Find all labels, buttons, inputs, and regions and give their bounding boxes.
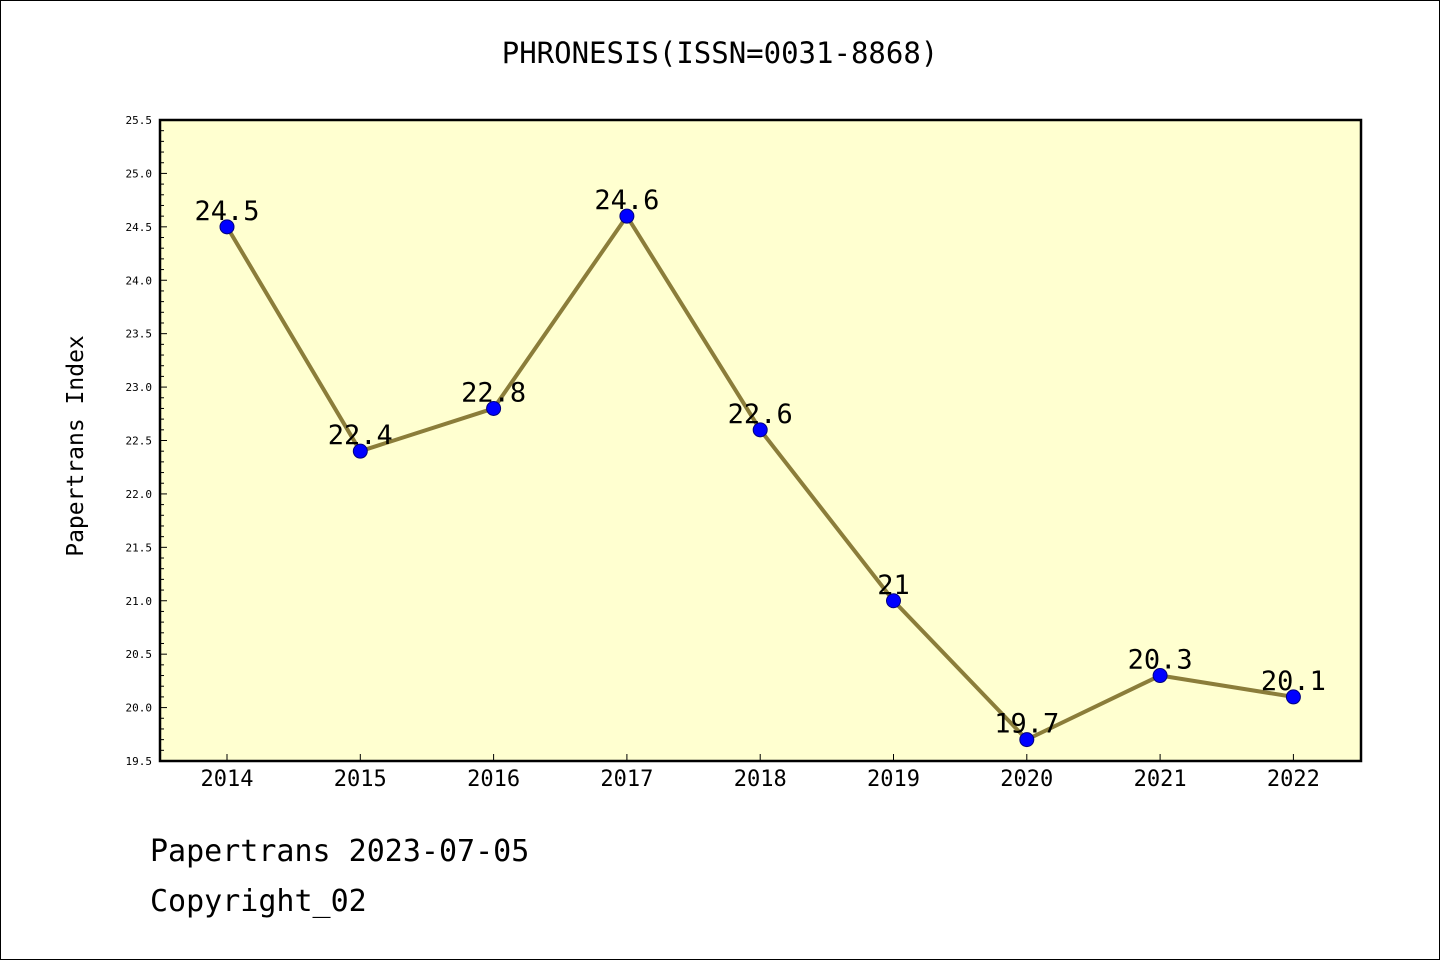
data-label: 20.1 [1261, 666, 1326, 697]
plot-area [160, 120, 1361, 761]
x-tick-label: 2020 [1000, 767, 1053, 792]
data-point [486, 400, 502, 416]
y-tick-label: 22.5 [126, 435, 153, 448]
y-tick-label: 23.5 [126, 328, 153, 341]
y-tick-label: 20.0 [126, 702, 153, 715]
y-tick-label: 19.5 [126, 755, 153, 768]
footer-date: Papertrans 2023-07-05 [150, 834, 530, 869]
y-tick-label: 25.5 [126, 114, 153, 127]
y-tick-label: 22.0 [126, 488, 153, 501]
y-tick-label: 21.5 [126, 541, 153, 554]
data-label: 19.7 [994, 709, 1059, 740]
data-label: 22.6 [728, 399, 793, 430]
y-tick-label: 25.0 [126, 167, 153, 180]
y-tick-label: 24.5 [126, 221, 153, 234]
data-point [752, 422, 768, 438]
data-point [219, 219, 235, 235]
chart-title: PHRONESIS(ISSN=0031-8868) [501, 36, 939, 70]
y-tick-label: 21.0 [126, 595, 153, 608]
x-tick-label: 2019 [867, 767, 920, 792]
y-axis-label: Papertrans Index [63, 335, 89, 557]
x-tick-label: 2022 [1267, 767, 1320, 792]
x-tick-label: 2015 [334, 767, 387, 792]
y-tick-label: 20.5 [126, 648, 153, 661]
data-point [352, 443, 368, 459]
data-label: 21 [877, 570, 910, 601]
data-label: 22.8 [461, 377, 526, 408]
data-point [886, 593, 901, 609]
y-tick-label: 23.0 [126, 381, 153, 394]
x-tick-label: 2014 [201, 767, 254, 792]
data-point [619, 208, 635, 224]
x-tick-label: 2016 [467, 767, 520, 792]
y-tick-label: 24.0 [126, 274, 153, 287]
data-point [1152, 668, 1168, 684]
data-label: 24.6 [594, 185, 659, 216]
x-tick-label: 2017 [600, 767, 653, 792]
data-label: 24.5 [194, 196, 259, 227]
data-label: 22.4 [328, 420, 393, 451]
data-label: 20.3 [1128, 645, 1193, 676]
x-tick-label: 2021 [1134, 767, 1187, 792]
footer-copyright: Copyright_02 [150, 884, 367, 919]
data-point [1285, 689, 1301, 705]
data-point [1019, 732, 1035, 748]
x-tick-label: 2018 [734, 767, 787, 792]
plot-border [158, 118, 1363, 763]
